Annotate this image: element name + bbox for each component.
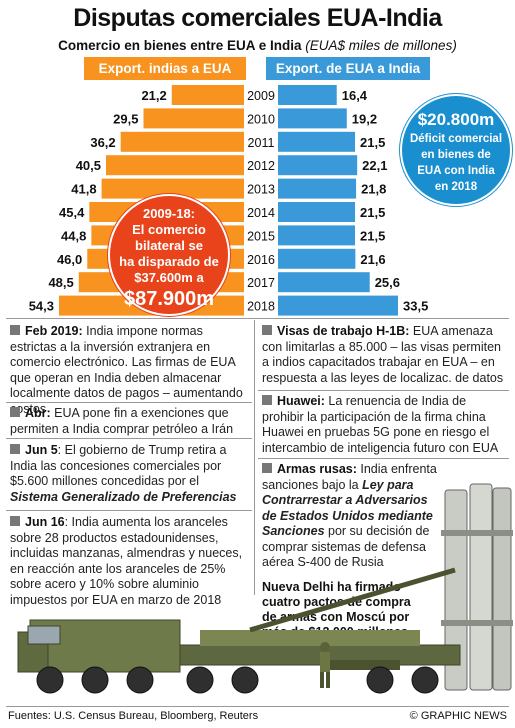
bar-usa-2011 <box>278 131 356 152</box>
year-label-2018: 2018 <box>247 300 275 314</box>
year-label-2011: 2011 <box>248 136 275 150</box>
soldier-figure-icon <box>320 642 330 688</box>
legend-india-exports: Export. indias a EUA <box>84 57 246 80</box>
divider <box>258 390 509 391</box>
label-usa-2018: 33,5 <box>403 299 428 314</box>
item-jun-5: Jun 5: El gobierno de Trump retira a Ind… <box>10 443 237 504</box>
divider <box>6 318 509 319</box>
item-jun-16: Jun 16: India aumenta los aranceles sobr… <box>10 515 243 607</box>
item-armas-rusas: Armas rusas: India enfrenta sanciones ba… <box>262 462 437 569</box>
deficit-line-1: Déficit comercial <box>409 133 503 145</box>
bullet-square-icon <box>262 325 272 335</box>
bullet-square-icon <box>10 407 20 417</box>
year-label-2017: 2017 <box>247 276 275 290</box>
label-usa-2014: 21,5 <box>360 205 385 220</box>
year-label-2013: 2013 <box>247 183 275 197</box>
bullet-square-icon <box>10 325 20 335</box>
label-india-2016: 46,0 <box>57 252 82 267</box>
divider <box>254 320 255 595</box>
bar-india-2012 <box>106 155 244 176</box>
label-usa-2010: 19,2 <box>352 111 377 126</box>
bubble-text: 2009-18: El comercio bilateral se ha dis… <box>119 206 219 285</box>
divider <box>6 438 252 439</box>
label-usa-2009: 16,4 <box>342 88 368 103</box>
deficit-line-3: EUA con India <box>417 165 495 177</box>
missile-canisters-icon <box>441 483 513 691</box>
military-truck-icon <box>17 567 461 673</box>
bar-usa-2017 <box>278 272 370 293</box>
deficit-line-2: en bienes de <box>421 149 491 161</box>
item-huawei: Huawei: La renuencia de India de prohibi… <box>262 394 499 455</box>
page-title: Disputas comerciales EUA-India <box>73 4 442 32</box>
footer-divider <box>6 706 509 707</box>
trade-growth-bubble: 2009-18: El comercio bilateral se ha dis… <box>108 194 230 316</box>
bubble-amount: $87.900m <box>123 288 215 310</box>
bar-usa-2018 <box>278 295 398 316</box>
footer-sources: Fuentes: U.S. Census Bureau, Bloomberg, … <box>8 710 259 722</box>
year-label-2009: 2009 <box>247 89 275 103</box>
year-label-2015: 2015 <box>247 229 275 243</box>
bar-usa-2010 <box>278 108 347 129</box>
divider <box>258 458 509 459</box>
label-usa-2016: 21,6 <box>360 252 385 267</box>
truck-wheels-icon <box>36 666 439 694</box>
label-usa-2015: 21,5 <box>360 228 385 243</box>
year-label-2012: 2012 <box>247 159 275 173</box>
label-india-2009: 21,2 <box>141 88 166 103</box>
bar-india-2009 <box>171 85 244 105</box>
bar-usa-2013 <box>278 178 357 199</box>
bar-usa-2009 <box>278 85 337 105</box>
label-india-2015: 44,8 <box>61 228 86 243</box>
label-usa-2013: 21,8 <box>361 182 386 197</box>
bar-india-2011 <box>120 131 244 152</box>
year-label-2010: 2010 <box>247 112 275 126</box>
legend-usa-exports: Export. de EUA a India <box>266 57 430 80</box>
year-label-2016: 2016 <box>247 253 275 267</box>
divider <box>6 510 252 511</box>
bar-india-2013 <box>101 178 244 199</box>
deficit-amount: $20.800m <box>417 110 495 129</box>
label-india-2012: 40,5 <box>76 158 101 173</box>
label-usa-2012: 22,1 <box>362 158 387 173</box>
bullet-square-icon <box>10 516 20 526</box>
bullet-square-icon <box>262 463 272 473</box>
bullet-square-icon <box>262 395 272 405</box>
s400-missile-launcher-illustration <box>17 483 513 694</box>
item-abr: Abr: EUA pone fin a exenciones que permi… <box>10 406 234 436</box>
bar-india-2010 <box>143 108 244 129</box>
bar-usa-2015 <box>278 225 356 246</box>
bar-usa-2012 <box>278 155 358 176</box>
label-india-2011: 36,2 <box>90 135 115 150</box>
label-usa-2017: 25,6 <box>375 275 400 290</box>
label-india-2018: 54,3 <box>29 299 54 314</box>
item-visas-h1b: Visas de trabajo H-1B: EUA amenaza con l… <box>262 324 504 385</box>
year-label-2014: 2014 <box>247 206 275 220</box>
label-india-2010: 29,5 <box>113 111 138 126</box>
label-usa-2011: 21,5 <box>360 135 385 150</box>
label-india-2013: 41,8 <box>71 182 96 197</box>
deficit-line-4: en 2018 <box>434 181 478 193</box>
bar-usa-2016 <box>278 248 356 269</box>
label-india-2014: 45,4 <box>59 205 85 220</box>
chart-subtitle: Comercio en bienes entre EUA e India (EU… <box>58 38 457 53</box>
footer-credit: © GRAPHIC NEWS <box>409 710 507 722</box>
bullet-square-icon <box>10 444 20 454</box>
label-india-2017: 48,5 <box>48 275 73 290</box>
divider <box>6 402 252 403</box>
deficit-circle: $20.800m Déficit comercial en bienes de … <box>400 94 512 206</box>
bar-usa-2014 <box>278 202 356 222</box>
item-feb-2019: Feb 2019: India impone normas estrictas … <box>10 324 243 416</box>
